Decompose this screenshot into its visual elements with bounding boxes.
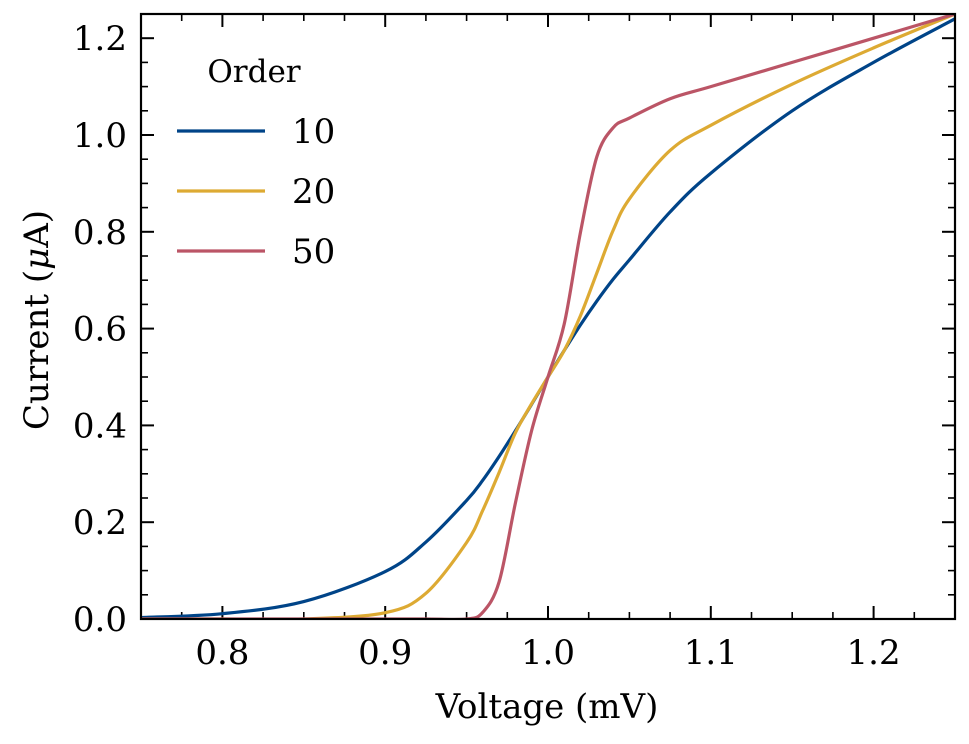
- plot-frame: [139, 12, 957, 621]
- x-tick-label: 1.1: [684, 633, 738, 673]
- legend-label-20: 20: [292, 172, 335, 212]
- legend-label-50: 50: [292, 232, 335, 272]
- y-tick-label: 1.2: [73, 19, 127, 59]
- series-line-20: [141, 14, 955, 619]
- series-line-50: [141, 14, 955, 619]
- x-axis-title: Voltage (mV): [435, 687, 659, 727]
- x-tick-label: 0.9: [358, 633, 412, 673]
- tick-label-layer: 0.8 0.9 1.0 1.1 1.2 0.0 0.2 0.4 0.6 0.8 1.0 1.2: [73, 19, 901, 673]
- y-tick-label: 0.8: [73, 213, 127, 253]
- legend-entries: 10 20 50: [177, 112, 335, 272]
- y-tick-label: 1.0: [73, 116, 127, 156]
- legend: Order 10 20 50: [177, 54, 335, 272]
- y-tick-label: 0.0: [73, 600, 127, 640]
- y-tick-label: 0.4: [73, 406, 127, 446]
- series-line-10: [141, 17, 955, 619]
- tick-layer: [141, 14, 955, 620]
- x-tick-label: 1.0: [521, 633, 575, 673]
- y-axis-title-suffix: A): [17, 210, 57, 249]
- series-layer: [141, 14, 955, 619]
- y-axis-title: Current (μA): [17, 210, 57, 430]
- y-axis-title-mu: μ: [17, 248, 57, 270]
- y-tick-label: 0.6: [73, 310, 127, 350]
- x-tick-label: 0.8: [195, 633, 249, 673]
- legend-label-10: 10: [292, 112, 335, 152]
- legend-title: Order: [207, 54, 300, 90]
- x-tick-label: 1.2: [847, 633, 901, 673]
- y-axis-title-prefix: Current (: [17, 270, 57, 430]
- y-tick-label: 0.2: [73, 503, 127, 543]
